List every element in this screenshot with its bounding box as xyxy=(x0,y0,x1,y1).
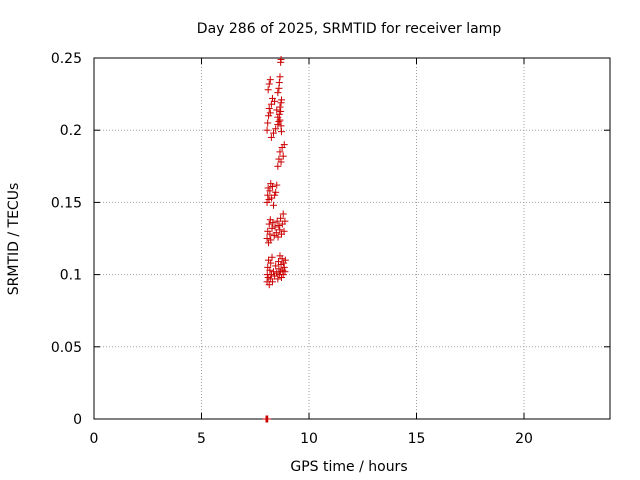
data-point xyxy=(276,103,284,111)
data-point xyxy=(269,219,277,227)
data-point xyxy=(274,113,282,121)
x-tick-label: 5 xyxy=(197,431,206,447)
y-tick-label: 0.2 xyxy=(60,123,82,139)
data-point xyxy=(274,162,282,170)
data-point xyxy=(270,268,278,276)
data-point xyxy=(274,275,282,283)
data-point xyxy=(277,55,285,63)
data-point xyxy=(265,105,273,113)
data-points xyxy=(262,55,289,423)
data-point xyxy=(265,220,273,228)
data-point xyxy=(273,106,281,114)
data-point xyxy=(266,187,274,195)
data-point xyxy=(273,217,281,225)
data-point xyxy=(281,268,289,276)
data-point xyxy=(277,158,285,166)
x-tick-label: 15 xyxy=(408,431,426,447)
data-point xyxy=(277,107,285,115)
data-point xyxy=(277,96,285,104)
data-point xyxy=(276,148,284,156)
data-point xyxy=(266,76,274,84)
data-point xyxy=(281,217,289,225)
data-point xyxy=(264,119,272,127)
data-point xyxy=(279,210,287,218)
data-point xyxy=(271,97,279,105)
data-point xyxy=(263,126,271,134)
data-point xyxy=(265,80,273,88)
data-point xyxy=(265,281,273,289)
y-tick-label: 0.25 xyxy=(51,51,82,67)
data-point xyxy=(268,278,276,286)
data-point xyxy=(274,120,282,128)
data-point xyxy=(277,128,285,136)
data-point xyxy=(267,133,275,141)
data-point xyxy=(270,129,278,137)
y-tick-label: 0 xyxy=(73,412,82,428)
y-tick-label: 0.15 xyxy=(51,195,82,211)
data-point xyxy=(268,194,276,202)
x-axis-label: GPS time / hours xyxy=(290,459,407,475)
data-point xyxy=(266,230,274,238)
chart-title: Day 286 of 2025, SRMTID for receiver lam… xyxy=(197,21,502,37)
data-point xyxy=(268,183,276,191)
data-point xyxy=(275,79,283,87)
data-point xyxy=(267,100,275,108)
x-axis: 0 5 10 15 20 xyxy=(90,58,533,447)
y-axis: 0 0.05 0.1 0.15 0.2 0.25 xyxy=(51,51,610,428)
data-point xyxy=(271,191,279,199)
data-point xyxy=(276,226,284,234)
data-point xyxy=(272,188,280,196)
data-point xyxy=(274,89,282,97)
data-point xyxy=(267,180,275,188)
x-tick-label: 20 xyxy=(515,431,533,447)
y-tick-label: 0.05 xyxy=(51,340,82,356)
data-point xyxy=(280,259,288,267)
x-tick-label: 10 xyxy=(300,431,318,447)
data-point xyxy=(280,141,288,149)
data-point xyxy=(267,259,275,267)
data-point xyxy=(265,112,273,120)
data-point xyxy=(264,86,272,94)
data-point xyxy=(275,110,283,118)
data-point xyxy=(280,263,288,271)
data-point xyxy=(275,222,283,230)
data-point xyxy=(275,118,283,126)
x-tick-label: 0 xyxy=(90,431,99,447)
data-point xyxy=(264,184,272,192)
plot-border xyxy=(93,57,611,420)
data-point xyxy=(270,201,278,209)
data-point xyxy=(274,233,282,241)
data-point xyxy=(277,214,285,222)
data-point xyxy=(264,191,272,199)
plot-frame xyxy=(93,57,611,420)
data-point xyxy=(263,235,271,242)
y-axis-label: SRMTID / TECUs xyxy=(6,183,22,296)
data-point xyxy=(278,255,286,263)
grid-lines xyxy=(94,58,610,419)
data-point xyxy=(279,152,287,160)
data-point xyxy=(272,262,280,270)
data-point xyxy=(268,253,276,261)
data-point xyxy=(266,266,274,274)
data-point xyxy=(277,273,285,281)
data-point xyxy=(281,256,289,264)
data-point xyxy=(266,109,274,117)
data-point xyxy=(267,236,275,244)
data-point xyxy=(268,224,276,232)
data-point xyxy=(264,415,272,423)
data-point xyxy=(272,229,280,237)
data-point xyxy=(273,181,281,189)
data-point xyxy=(271,223,279,231)
data-point xyxy=(276,73,284,81)
y-tick-label: 0.1 xyxy=(60,268,82,284)
data-point xyxy=(272,125,280,133)
data-point xyxy=(280,227,288,235)
data-point xyxy=(279,271,287,279)
